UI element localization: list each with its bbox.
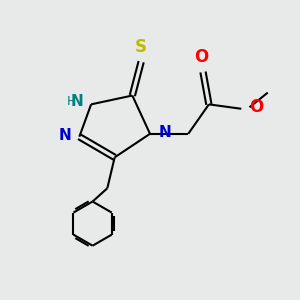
Text: H: H xyxy=(66,95,76,108)
Text: N: N xyxy=(71,94,84,109)
Text: S: S xyxy=(135,38,147,56)
Text: O: O xyxy=(194,48,209,66)
Text: N: N xyxy=(58,128,71,143)
Text: N: N xyxy=(158,125,171,140)
Text: O: O xyxy=(250,98,264,116)
